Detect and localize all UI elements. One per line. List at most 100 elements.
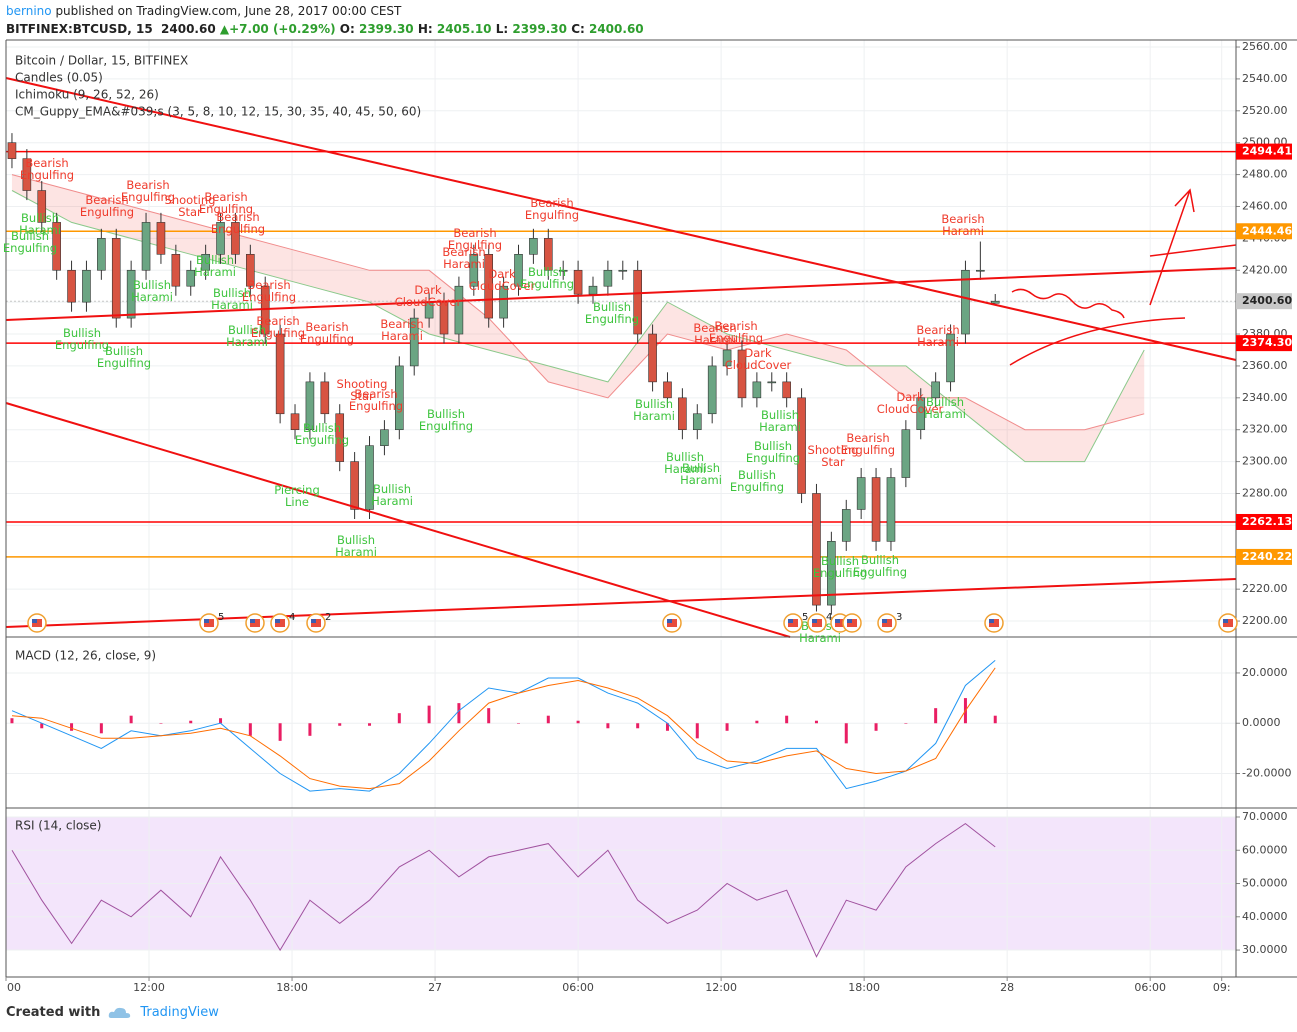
pattern-label-line: Bearish	[305, 320, 348, 334]
pattern-label-line: Bullish	[593, 300, 631, 314]
pattern-label-line: Harami	[694, 333, 736, 347]
pattern-label: Bearish Harami	[916, 323, 959, 349]
event-count: 3	[896, 612, 902, 623]
pattern-label: Bullish Engulfing	[585, 300, 639, 326]
pattern-label-line: Dark	[744, 346, 772, 360]
pattern-label: Bearish Engulfing	[251, 314, 305, 340]
legend-entry: Ichimoku (9, 26, 52, 26)	[15, 88, 159, 102]
low-value: 2399.30	[512, 22, 567, 36]
pattern-label-line: Harami	[131, 290, 173, 304]
event-flag	[1218, 613, 1238, 633]
pattern-label-line: Dark	[488, 267, 516, 281]
pattern-label-line: Engulfing	[709, 331, 763, 345]
pattern-label-line: Bearish	[693, 321, 736, 335]
pattern-label-line: Bullish	[738, 468, 776, 482]
level-label: 2494.41	[1242, 145, 1292, 158]
event-flag	[662, 613, 682, 633]
level-label-box	[1236, 293, 1292, 310]
macd-histogram-bar	[695, 723, 699, 739]
level-label-box	[1236, 143, 1292, 160]
macd-histogram-bar	[993, 715, 997, 724]
candle-body	[454, 285, 464, 335]
pattern-label-line: Harami	[381, 329, 423, 343]
y-tick-label: 2460.00	[1242, 199, 1288, 212]
symbol-line: BITFINEX:BTCUSD, 15 2400.60 ▲+7.00 (+0.2…	[6, 22, 644, 36]
candle-body	[767, 381, 777, 384]
pattern-label: Bearish Engulfing	[20, 156, 74, 182]
y-tick-label: 2220.00	[1242, 582, 1288, 595]
pattern-label-line: Engulfing	[730, 480, 784, 494]
pattern-label-line: Bullish	[105, 344, 143, 358]
macd-histogram-bar	[189, 720, 193, 724]
pattern-label-line: Bearish	[941, 212, 984, 226]
pattern-label: Bearish Engulfing	[121, 178, 175, 204]
x-tick-label: 18:00	[276, 981, 308, 994]
y-tick-label: 2420.00	[1242, 263, 1288, 276]
candle-body	[37, 190, 47, 223]
author[interactable]: bernino	[6, 4, 52, 18]
pattern-label-line: Engulfing	[55, 338, 109, 352]
macd-histogram-bar	[308, 723, 312, 736]
x-tick-label: 28	[1000, 981, 1014, 994]
macd-histogram-bar	[219, 718, 223, 724]
macd-histogram-bar	[517, 723, 520, 724]
pattern-label-line: Bullish	[228, 323, 266, 337]
macd-histogram-bar	[40, 723, 44, 729]
event-flag	[842, 613, 862, 633]
candle-body	[871, 477, 881, 542]
pattern-label-line: Bullish	[133, 278, 171, 292]
created-with: Created with	[6, 1005, 101, 1020]
candle-body	[469, 254, 479, 287]
pattern-label-line: Harami	[917, 335, 959, 349]
pattern-label: Shooting Star	[337, 377, 388, 403]
x-tick-label: 27	[428, 981, 442, 994]
candle-body	[603, 269, 613, 287]
candle-body	[782, 381, 791, 399]
level-label-box	[1236, 548, 1292, 565]
event-flag-canton	[1223, 619, 1228, 623]
pattern-label: Bullish Engulfing	[746, 439, 800, 465]
pattern-label: Bullish Engulfing	[730, 468, 784, 494]
open-value: 2399.30	[358, 22, 414, 36]
pattern-label: Bearish Harami	[941, 212, 984, 238]
pattern-label: Piercing Line	[274, 483, 320, 509]
y-tick-label: 2480.00	[1242, 168, 1288, 181]
sketch-squiggle	[1011, 288, 1125, 319]
candle-body	[722, 349, 732, 367]
y-tick-label: 40.0000	[1242, 910, 1288, 923]
pattern-label-line: Engulfing	[585, 312, 639, 326]
legend-entry: Bitcoin / Dollar, 15, BITFINEX	[15, 54, 188, 68]
x-tick-label: 12:00	[705, 981, 737, 994]
event-flag-canton	[788, 619, 793, 623]
candle-body	[7, 142, 17, 159]
pattern-label-line: Engulfing	[300, 332, 354, 346]
macd-histogram-bar	[159, 723, 163, 724]
panel-title: MACD (12, 26, close, 9)	[15, 649, 156, 663]
y-tick-label: 30.0000	[1242, 943, 1288, 956]
candle-body	[573, 269, 583, 295]
candle-body	[111, 238, 121, 319]
event-flag-canton	[835, 619, 840, 623]
candle-body	[961, 269, 970, 335]
pattern-label-line: Bullish	[373, 482, 411, 496]
legend-entry: Candles (0.05)	[15, 71, 103, 85]
senkou-span-a	[11, 190, 1145, 463]
macd-histogram-bar	[785, 715, 789, 724]
brand[interactable]: TradingView	[140, 1005, 219, 1020]
macd-line	[11, 660, 996, 792]
event-flag	[27, 613, 47, 633]
candle-body	[231, 222, 240, 255]
pattern-label: Bearish Engulfing	[242, 278, 296, 304]
pattern-label: Dark CloudCover	[469, 267, 536, 293]
pattern-label-line: Bullish	[761, 408, 799, 422]
trend-line	[5, 77, 1237, 361]
y-tick-label: 2560.00	[1242, 40, 1288, 53]
candle-body	[365, 445, 374, 510]
candle-body	[990, 300, 1000, 304]
pattern-label: Bearish Engulfing	[80, 193, 134, 219]
pattern-label-line: Bearish	[714, 319, 757, 333]
